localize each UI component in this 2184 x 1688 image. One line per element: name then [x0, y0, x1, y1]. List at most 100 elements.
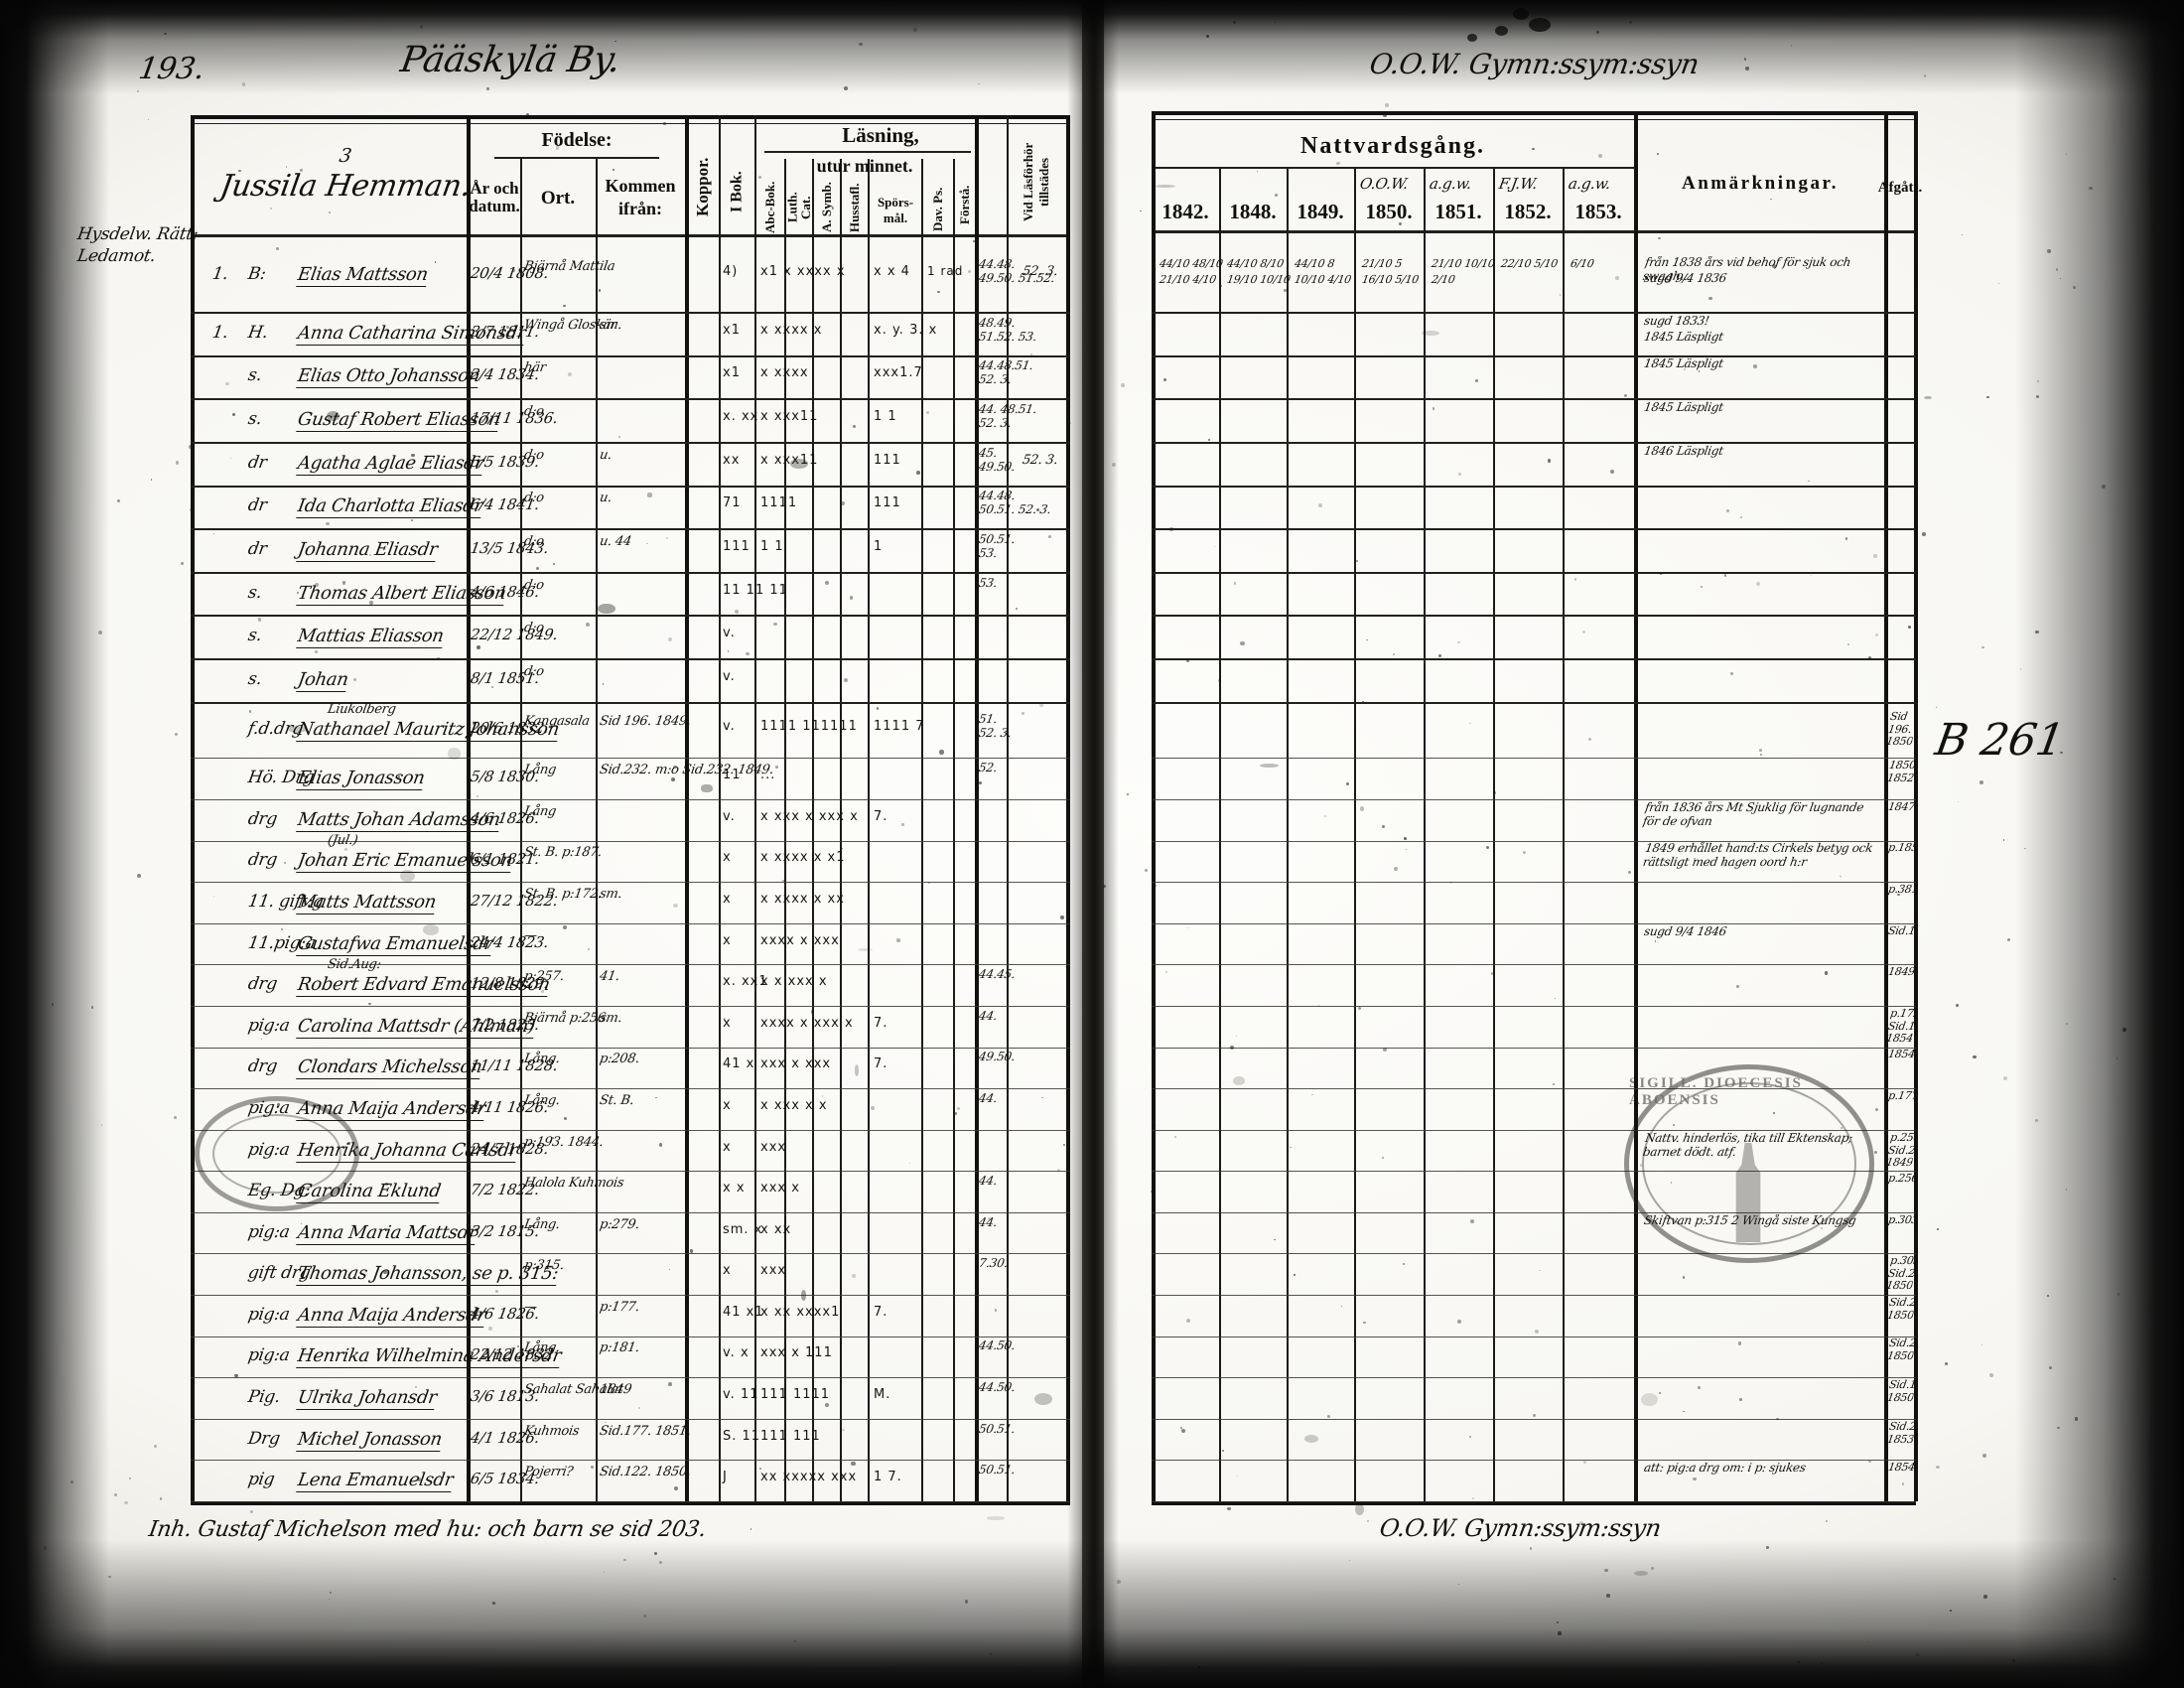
row-rule — [1152, 799, 1916, 800]
row-sporsmal-4: 111 — [874, 453, 901, 468]
speckle — [967, 269, 972, 274]
row-remark2-0: sugd 9/4 1836 — [1643, 272, 1727, 285]
row-inbook-12: v. — [723, 809, 736, 824]
row-departed-22: p.303. — [1887, 1214, 1916, 1226]
row-inbook-8: v. — [723, 626, 736, 640]
footer-note: Inh. Gustaf Michelson med hu: och barn s… — [147, 1517, 708, 1542]
speckle — [793, 1640, 797, 1643]
speckle — [405, 46, 409, 49]
row-rule — [191, 1295, 1070, 1296]
ink-blot-3 — [1495, 26, 1508, 36]
communion-year-super-3: O.O.W. — [1358, 175, 1410, 193]
speckle — [1581, 630, 1586, 634]
row-inbook-4: xx — [723, 453, 741, 468]
speckle — [1027, 200, 1030, 202]
row-reading-marks-24: x xx xxxx1 — [760, 1305, 841, 1320]
ink-blot-2 — [1529, 18, 1551, 32]
communion-year-3: 1850. — [1365, 199, 1413, 223]
village-title: Pääskylä By. — [397, 40, 623, 80]
speckle — [1922, 532, 1926, 536]
row-birthplace-7: d:o — [522, 578, 545, 593]
speckle — [1558, 1631, 1562, 1635]
speckle — [91, 1006, 94, 1009]
speckle — [495, 1290, 499, 1294]
row-rule — [191, 923, 1070, 924]
speckle — [673, 1485, 678, 1490]
speckle — [821, 1095, 824, 1098]
row-birthplace-0: Bjärnå Mattila — [522, 259, 616, 274]
speckle — [100, 1124, 103, 1126]
speckle — [1185, 1318, 1190, 1323]
row-rule — [1152, 758, 1916, 759]
speckle — [1490, 972, 1494, 975]
row-departed-11: 1850. 1852. — [1886, 760, 1917, 784]
row-camefrom-25: p:181. — [598, 1340, 641, 1355]
speckle — [673, 766, 677, 770]
archive-stamp-left-inner — [212, 1114, 341, 1194]
row-rule — [191, 1048, 1070, 1049]
header-birth-place: Ort. — [540, 188, 576, 210]
speckle — [1790, 45, 1793, 47]
smudge — [800, 1290, 807, 1302]
row-inbook-21: x x — [723, 1181, 746, 1196]
speckle — [979, 781, 983, 785]
row-name-22: Anna Maria Mattsdr — [296, 1222, 479, 1245]
speckle — [852, 1274, 857, 1279]
speckle — [1937, 1228, 1939, 1231]
speckle — [150, 479, 153, 481]
row-rule — [1152, 1377, 1916, 1378]
v-luth-right — [812, 159, 814, 1505]
row-departed-16: 1849. — [1887, 966, 1916, 978]
speckle — [1659, 1392, 1662, 1395]
row-birthplace-15: — — [522, 928, 538, 943]
row-reading-marks-0: x1 x xxxx x — [760, 264, 846, 279]
archive-stamp-right: SIGILL. DIOECESIS ABOENSIS — [1624, 1064, 1874, 1263]
row-remark-12: från 1836 års Mt Sjuklig för lugnande fö… — [1641, 801, 1865, 828]
speckle — [492, 1602, 495, 1606]
speckle — [939, 750, 944, 755]
row-rule — [1152, 1006, 1916, 1007]
communion-year-1: 1848. — [1229, 199, 1277, 223]
row-relation-24: pig:a — [246, 1305, 292, 1325]
row-communion-0-1: 44/10 8/10 — [1225, 257, 1285, 270]
row-departed-13: p.185. — [1887, 842, 1916, 854]
speckle — [1363, 1321, 1366, 1325]
row-rule — [1152, 572, 1916, 574]
speckle — [1627, 870, 1632, 875]
row-rule — [191, 1212, 1070, 1213]
row-rule — [1152, 312, 1916, 314]
row-name-11: Elias Jonasson — [296, 768, 427, 790]
row-communion-0-0: 44/10 48/10 — [1158, 257, 1224, 270]
communion-year-super-6: a.g.w. — [1567, 175, 1612, 193]
row-name-28: Lena Emanuelsdr — [296, 1470, 455, 1492]
row-reading-marks-16: x x xxx x — [760, 974, 828, 989]
speckle — [1997, 283, 1999, 285]
speckle — [1955, 1003, 1960, 1007]
right-page-heading: O.O.W. Gymn:ssym:ssyn — [1367, 48, 1702, 80]
row-inbook-28: J — [723, 1470, 728, 1484]
speckle — [234, 1373, 238, 1378]
row-inbook-26: v. 11 — [723, 1387, 759, 1402]
speckle — [476, 794, 479, 798]
row-attendance-26: 44.50. — [977, 1380, 1017, 1394]
row-name-8: Mattias Eliasson — [296, 626, 446, 648]
row-rule — [191, 572, 1070, 574]
smudge — [1233, 1076, 1246, 1085]
speckle — [1220, 285, 1222, 288]
speckle — [1230, 1045, 1234, 1050]
speckle — [844, 678, 849, 683]
speckle — [1221, 1449, 1224, 1453]
speckle — [352, 677, 356, 681]
row-rule — [191, 312, 1070, 314]
speckle — [1981, 645, 1984, 649]
speckle — [1986, 396, 1989, 399]
speckle — [231, 412, 235, 416]
row-rule — [1152, 442, 1916, 444]
speckle — [1180, 1428, 1185, 1433]
speckle — [671, 776, 675, 781]
communion-year-super-4: a.g.w. — [1428, 175, 1473, 193]
speckle — [2024, 847, 2026, 849]
row-name-18: Clondars Michelsson — [296, 1056, 484, 1079]
speckle — [1547, 459, 1552, 463]
side-label-2: Ledamot. — [75, 246, 158, 266]
